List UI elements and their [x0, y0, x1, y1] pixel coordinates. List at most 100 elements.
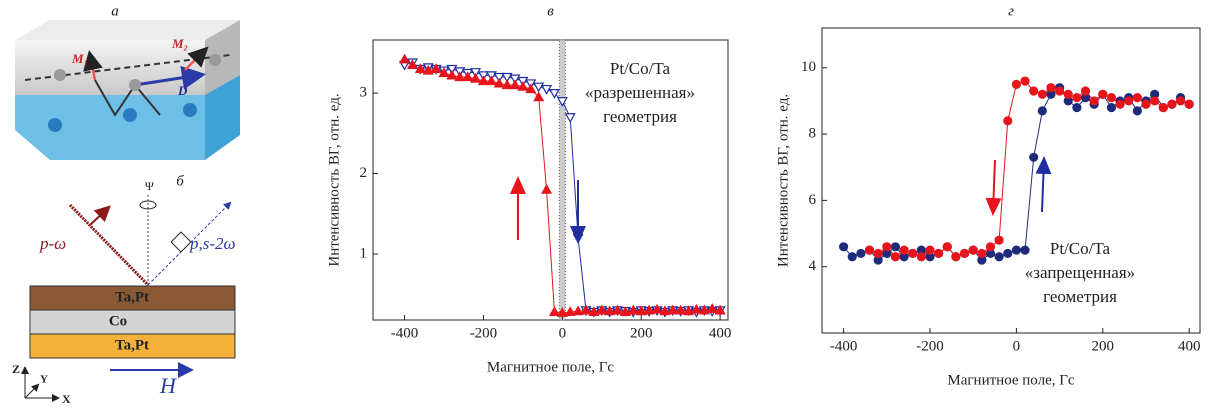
- point: [890, 242, 901, 252]
- x-tick-label: 0: [559, 325, 567, 341]
- point: [422, 64, 434, 75]
- point: [882, 242, 892, 252]
- slab-top: [15, 20, 240, 40]
- panel-letter: б: [176, 173, 184, 189]
- point: [1003, 116, 1013, 126]
- point: [533, 91, 545, 102]
- annotation: геометрия: [603, 107, 677, 126]
- x-tick-label: -400: [391, 325, 419, 341]
- atom: [183, 103, 197, 117]
- point: [406, 59, 418, 70]
- point: [525, 83, 537, 94]
- m1-arrow: [83, 50, 103, 81]
- point: [951, 252, 961, 262]
- m1-label: M₁: [71, 51, 88, 66]
- layer-bottom: [29, 333, 236, 359]
- atom: [123, 108, 137, 122]
- y-axis-label: Интенсивность ВГ, отн. ед.: [326, 93, 342, 266]
- point: [454, 71, 466, 82]
- point: [501, 72, 513, 83]
- incident-label: p-ω: [39, 234, 66, 253]
- point: [564, 306, 576, 317]
- point: [1175, 96, 1186, 106]
- annotation: Pt/Co/Ta: [610, 59, 671, 78]
- layer-label: Ta,Pt: [115, 337, 149, 353]
- point: [1011, 79, 1022, 89]
- point: [1072, 93, 1082, 103]
- point: [1098, 89, 1108, 99]
- point: [446, 64, 458, 75]
- point: [1080, 86, 1091, 96]
- point: [968, 245, 978, 255]
- point: [899, 245, 909, 255]
- point: [683, 305, 695, 316]
- direction-arrow: [985, 159, 1002, 216]
- point: [1132, 106, 1142, 116]
- y-tick-label: 6: [809, 192, 817, 208]
- point: [414, 63, 426, 74]
- chart-title: г: [1008, 3, 1014, 19]
- point: [1106, 93, 1117, 103]
- point: [690, 303, 702, 314]
- m2-label: M₂: [171, 36, 188, 51]
- annotation: Pt/Co/Ta: [1050, 239, 1111, 258]
- point: [556, 97, 568, 107]
- reflected-label: p,s-2ω: [189, 234, 236, 253]
- point: [942, 242, 952, 252]
- axis-label: Z: [12, 362, 20, 376]
- atom: [209, 54, 221, 66]
- plot-frame: [372, 39, 729, 321]
- point: [1029, 86, 1039, 96]
- substrate-side: [205, 75, 240, 160]
- point: [430, 63, 442, 74]
- chart-title: в: [547, 3, 554, 19]
- point: [706, 303, 718, 313]
- pol-arrow: [89, 205, 111, 226]
- x-tick-label: 400: [1178, 338, 1201, 354]
- point: [509, 79, 521, 90]
- point: [1106, 102, 1117, 113]
- point: [1124, 96, 1134, 106]
- y-tick-label: 10: [801, 59, 816, 75]
- point: [908, 248, 918, 259]
- point: [462, 71, 474, 82]
- point: [1011, 245, 1022, 255]
- point: [1037, 106, 1047, 116]
- point: [596, 304, 608, 315]
- y-tick-label: 1: [360, 245, 368, 261]
- layer-label: Ta,Pt: [115, 289, 149, 305]
- point: [659, 305, 671, 316]
- point: [533, 82, 545, 93]
- point: [1046, 83, 1056, 93]
- point: [1054, 86, 1065, 96]
- point: [541, 84, 553, 95]
- rotation: [139, 200, 157, 210]
- d-arrow: [134, 65, 206, 90]
- point: [588, 306, 600, 317]
- point: [1141, 99, 1151, 109]
- point: [612, 304, 624, 315]
- bond: [94, 79, 161, 117]
- x-tick-label: -400: [830, 338, 858, 354]
- point: [925, 245, 935, 255]
- incident-beam: [68, 203, 150, 287]
- point: [564, 113, 576, 123]
- point: [580, 304, 592, 315]
- point: [556, 307, 568, 317]
- point: [501, 79, 513, 90]
- point: [477, 75, 489, 86]
- point: [838, 242, 849, 252]
- axis-label: Y: [40, 374, 48, 386]
- point: [509, 74, 521, 85]
- point: [493, 72, 505, 83]
- point: [934, 248, 944, 259]
- point: [517, 80, 529, 91]
- annotation: «запрещенная»: [1025, 263, 1135, 282]
- point: [548, 89, 560, 99]
- m2-arrow: [184, 46, 209, 71]
- y-tick-label: 8: [809, 126, 817, 142]
- point: [1072, 102, 1082, 113]
- point: [1037, 89, 1047, 99]
- panel-a: а M₁ M₂ D: [15, 3, 240, 160]
